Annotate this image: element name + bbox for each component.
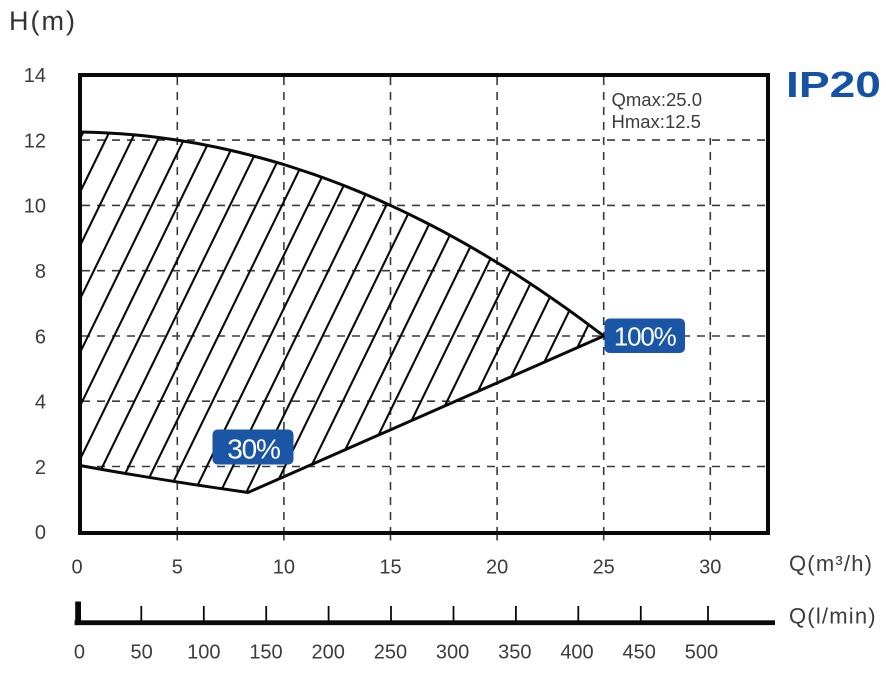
svg-text:25: 25 <box>593 557 615 579</box>
svg-text:400: 400 <box>560 642 593 664</box>
svg-text:150: 150 <box>249 642 282 664</box>
svg-text:20: 20 <box>486 557 508 579</box>
svg-text:15: 15 <box>379 557 401 579</box>
svg-text:5: 5 <box>172 557 183 579</box>
svg-text:0: 0 <box>35 522 46 544</box>
svg-text:H(m): H(m) <box>9 6 77 36</box>
svg-text:Hmax:12.5: Hmax:12.5 <box>612 111 701 132</box>
svg-text:350: 350 <box>498 642 531 664</box>
svg-text:Qmax:25.0: Qmax:25.0 <box>612 89 703 110</box>
svg-text:250: 250 <box>374 642 407 664</box>
svg-text:2: 2 <box>35 457 46 479</box>
svg-text:10: 10 <box>24 196 46 218</box>
svg-text:30: 30 <box>699 557 721 579</box>
svg-text:100%: 100% <box>614 322 677 352</box>
svg-text:6: 6 <box>35 326 46 348</box>
svg-text:30%: 30% <box>227 434 280 465</box>
svg-text:50: 50 <box>130 642 152 664</box>
svg-text:12: 12 <box>24 130 46 152</box>
svg-text:450: 450 <box>623 642 656 664</box>
svg-text:Q(m³/h): Q(m³/h) <box>789 551 873 576</box>
svg-text:0: 0 <box>72 557 83 579</box>
svg-text:200: 200 <box>312 642 345 664</box>
svg-text:4: 4 <box>35 392 46 414</box>
svg-text:8: 8 <box>35 261 46 283</box>
svg-text:100: 100 <box>187 642 220 664</box>
svg-text:Q(l/min): Q(l/min) <box>789 603 877 628</box>
svg-text:0: 0 <box>74 642 85 664</box>
svg-text:300: 300 <box>436 642 469 664</box>
svg-text:500: 500 <box>685 642 718 664</box>
svg-text:14: 14 <box>24 65 46 87</box>
svg-text:10: 10 <box>273 557 295 579</box>
svg-text:IP20: IP20 <box>786 64 881 105</box>
